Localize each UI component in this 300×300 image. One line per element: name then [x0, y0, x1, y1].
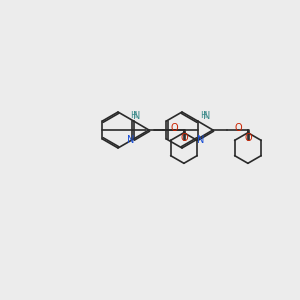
Text: O: O: [244, 133, 252, 143]
Text: N: N: [197, 135, 204, 145]
Text: H: H: [200, 112, 207, 121]
Text: H: H: [130, 112, 137, 121]
Text: O: O: [170, 123, 178, 133]
Text: N: N: [127, 135, 134, 145]
Text: O: O: [180, 133, 188, 143]
Text: N: N: [203, 111, 210, 121]
Text: N: N: [133, 111, 140, 121]
Text: O: O: [234, 123, 242, 133]
